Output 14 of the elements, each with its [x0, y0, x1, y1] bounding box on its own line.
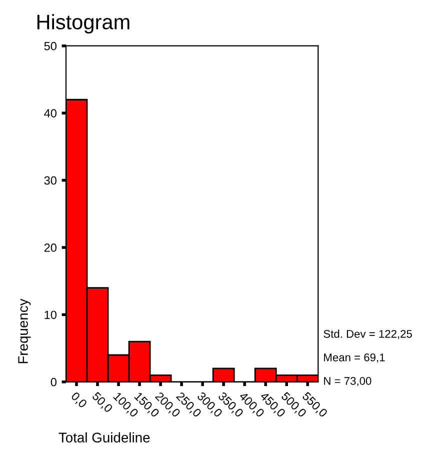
x-axis-title: Total Guideline [58, 432, 150, 442]
y-tick-label: 40 [44, 109, 56, 118]
y-tick-label: 20 [44, 244, 56, 252]
x-tick-label: 0,0 [70, 391, 88, 410]
text: N = 73,00 [324, 377, 372, 386]
y-tick-label: 0 [50, 378, 56, 386]
y-tick-label: 50 [44, 42, 56, 50]
y-tick-label: 30 [44, 176, 56, 185]
text: Std. Dev = 122,25 [324, 330, 412, 340]
y-tick-label: 10 [44, 310, 56, 320]
x-tick-label: 50,0 [90, 391, 114, 414]
text: Mean = 69,1 [324, 353, 385, 363]
y-axis-title: Frequency [18, 298, 31, 364]
chart-title: Histogram [37, 14, 130, 34]
